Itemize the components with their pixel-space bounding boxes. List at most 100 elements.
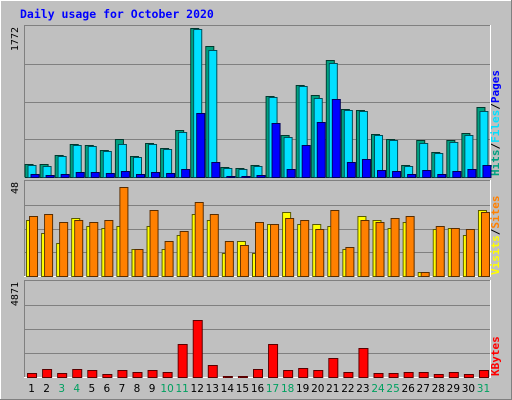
- bar-kbytes: [268, 344, 279, 378]
- bar-face: [298, 368, 309, 378]
- bar-kbytes: [177, 344, 188, 378]
- bar-face: [315, 229, 325, 277]
- legend-pages: Pages: [489, 70, 502, 103]
- bar-pages: [256, 175, 266, 178]
- bar-face: [45, 175, 55, 178]
- bar-face: [405, 216, 415, 277]
- bar-face: [435, 226, 445, 277]
- legend-separator: /: [489, 103, 502, 110]
- bar-sites: [134, 249, 144, 277]
- bar-face: [255, 222, 264, 277]
- bar-pages: [286, 169, 296, 178]
- bar-face: [151, 172, 161, 178]
- panel-kbytes: 4871 KBytes: [10, 280, 502, 378]
- bar-pages: [392, 171, 402, 178]
- bar-face: [256, 175, 266, 178]
- bar-kbytes: [448, 372, 459, 378]
- legend-separator: /: [489, 228, 502, 235]
- bar-face: [102, 374, 113, 378]
- bar-kbytes: [162, 372, 173, 378]
- bar-face: [207, 365, 218, 378]
- bar-pages: [60, 174, 70, 178]
- series-legend: KBytes: [489, 336, 502, 376]
- bar-sites: [345, 247, 355, 277]
- series-legend: Hits/Files/Pages: [489, 70, 502, 176]
- bar-sites: [29, 216, 39, 277]
- bar-sites: [74, 220, 84, 277]
- bar-kbytes: [117, 370, 128, 378]
- x-tick-label: 4: [73, 383, 80, 395]
- bar-pages: [105, 173, 115, 178]
- legend-hits: Hits: [489, 150, 502, 177]
- x-tick-label: 21: [326, 383, 339, 395]
- bar-face: [147, 370, 158, 378]
- bar-face: [166, 173, 176, 178]
- bar-face: [75, 172, 85, 178]
- bar-face: [177, 344, 188, 378]
- bar-face: [117, 370, 128, 378]
- bar-sites: [270, 224, 280, 277]
- bar-kbytes: [207, 365, 218, 378]
- bar-pages: [437, 174, 447, 178]
- bar-sites: [435, 226, 445, 277]
- bar-face: [135, 174, 145, 178]
- bar-kbytes: [388, 373, 399, 378]
- bar-kbytes: [343, 372, 354, 378]
- bar-face: [120, 171, 130, 178]
- bar-face: [29, 216, 39, 277]
- bar-face: [271, 123, 281, 178]
- bar-kbytes: [27, 373, 38, 378]
- x-tick-label: 6: [104, 383, 111, 395]
- x-axis-labels: 1 2 3 4 5 6 7 8 9 10 11 12 13 14 15 16 17 18 19 20 21 22 23 24 2…: [28, 383, 490, 395]
- bar-pages: [211, 162, 221, 178]
- bar-face: [345, 247, 355, 277]
- x-tick-label: 9: [149, 383, 156, 395]
- bar-face: [390, 218, 400, 277]
- bar-sites: [239, 245, 249, 277]
- bar-face: [373, 373, 384, 378]
- bar-pages: [241, 176, 251, 178]
- bar-pages: [271, 123, 281, 178]
- bar-face: [90, 172, 100, 178]
- legend-separator: /: [489, 143, 502, 150]
- bar-face: [482, 165, 492, 178]
- bar-face: [134, 249, 144, 277]
- bar-pages: [467, 169, 477, 178]
- bar-sites: [315, 229, 325, 277]
- bar-face: [209, 214, 219, 277]
- bar-kbytes: [373, 373, 384, 378]
- x-tick-label: 18: [281, 383, 294, 395]
- bar-face: [377, 170, 387, 178]
- bar-kbytes: [253, 369, 263, 378]
- x-tick-label: 23: [356, 383, 369, 395]
- bar-face: [268, 344, 279, 378]
- bar-sites: [179, 231, 189, 277]
- bar-face: [241, 176, 251, 178]
- x-tick-label: 10: [160, 383, 173, 395]
- bar-face: [42, 369, 53, 378]
- bar-face: [301, 145, 311, 178]
- bar-face: [358, 348, 369, 378]
- bar-face: [437, 174, 447, 178]
- chart-title: Daily usage for October 2020: [20, 7, 214, 21]
- x-tick-label: 8: [134, 383, 141, 395]
- bar-face: [194, 202, 204, 277]
- x-tick-label: 25: [386, 383, 399, 395]
- bar-pages: [346, 162, 356, 178]
- bar-face: [418, 372, 429, 378]
- bar-face: [450, 228, 460, 277]
- bar-kbytes: [478, 370, 489, 378]
- bar-face: [283, 370, 294, 378]
- bar-sites: [224, 241, 234, 277]
- bar-sites: [330, 210, 340, 277]
- bar-sites: [375, 222, 385, 277]
- bar-sites: [450, 228, 460, 277]
- bar-face: [420, 272, 430, 277]
- x-tick-label: 1: [28, 383, 35, 395]
- bar-face: [375, 222, 385, 277]
- legend-kbytes: KBytes: [489, 336, 502, 376]
- bar-sites: [300, 220, 310, 277]
- bar-pages: [120, 171, 130, 178]
- bar-face: [87, 370, 98, 378]
